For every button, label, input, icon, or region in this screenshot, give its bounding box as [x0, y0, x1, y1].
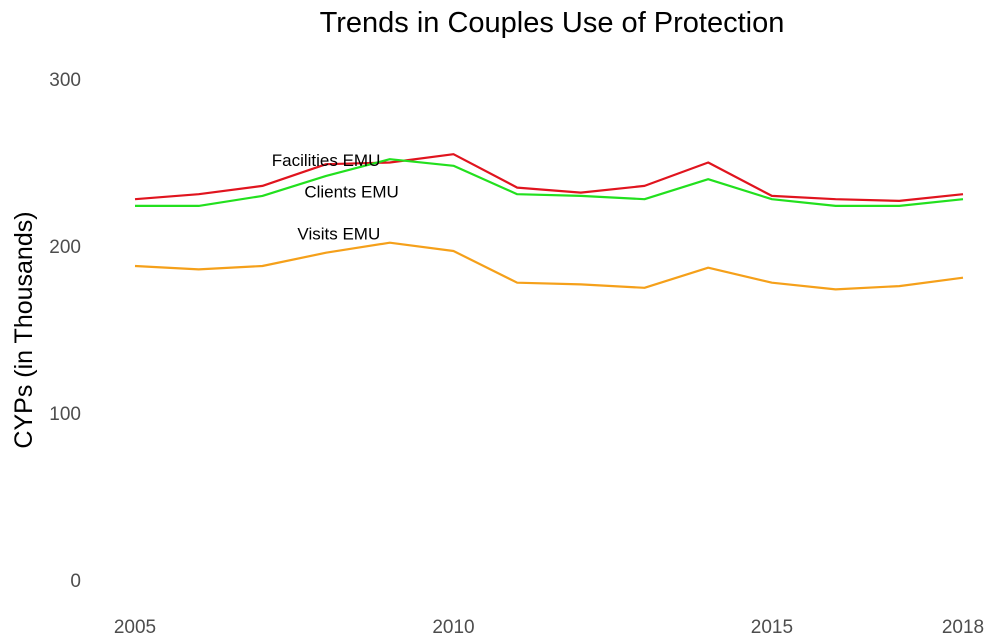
y-tick-label: 100: [49, 404, 81, 425]
series-line-0: [134, 153, 964, 202]
y-tick-label: 300: [49, 70, 81, 91]
x-axis-ticks: 2005 2010 2015 2018: [114, 617, 984, 638]
series-labels: Facilities EMU Clients EMU Visits EMU: [272, 151, 399, 243]
series-label-1: Clients EMU: [304, 183, 398, 202]
series-line-1: [135, 158, 964, 207]
x-tick-label: 2005: [114, 617, 156, 638]
y-tick-label: 0: [70, 571, 81, 592]
x-tick-label: 2018: [942, 617, 984, 638]
y-axis-ticks: 0 100 200 300: [49, 70, 81, 592]
x-tick-label: 2015: [751, 617, 793, 638]
series-label-0: Facilities EMU: [272, 151, 381, 170]
series-line-2: [134, 241, 964, 291]
y-axis-label: CYPs (in Thousands): [10, 211, 38, 448]
chart-title: Trends in Couples Use of Protection: [320, 7, 785, 39]
series-lines: [134, 153, 964, 291]
series-label-2: Visits EMU: [297, 224, 380, 243]
x-tick-label: 2010: [432, 617, 474, 638]
y-tick-label: 200: [49, 237, 81, 258]
